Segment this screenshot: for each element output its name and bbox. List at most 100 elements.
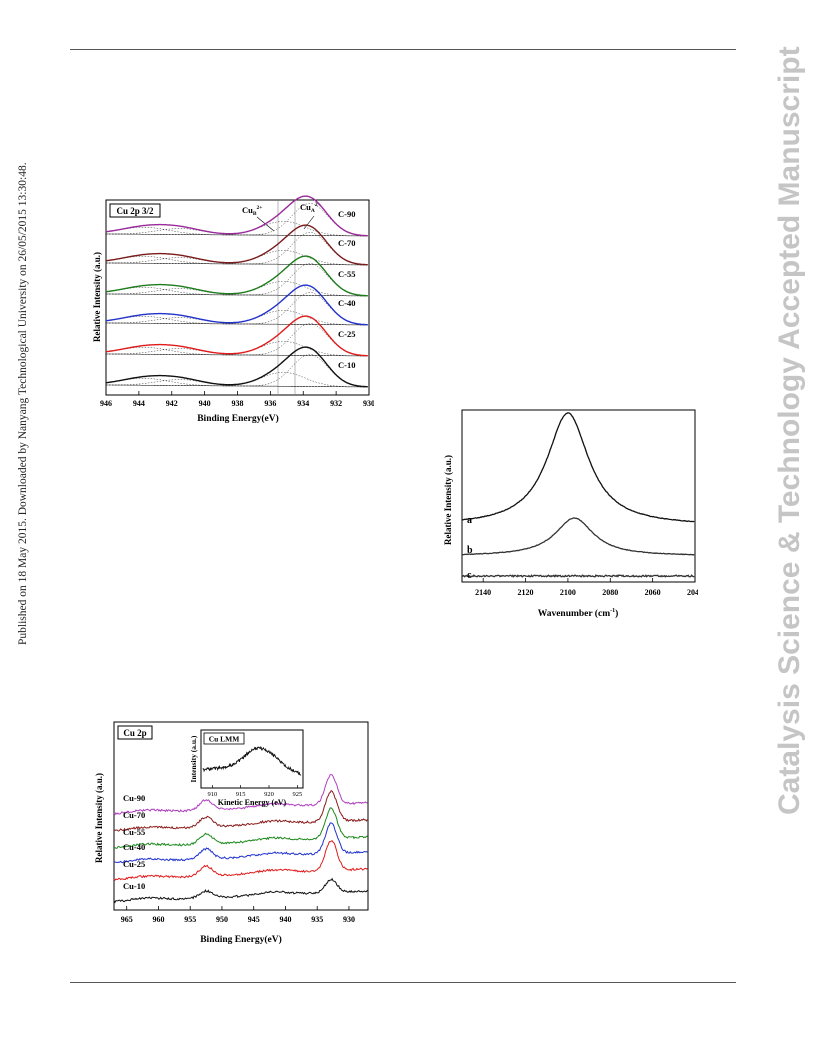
x-tick-label: 2120 <box>518 588 534 597</box>
inset-curve <box>202 746 302 776</box>
series-label: C-55 <box>338 269 355 279</box>
fit-component <box>106 232 368 265</box>
ir-chart: a b c 2140 2120 2100 2080 2060 2040 Relative In… <box>443 409 703 619</box>
series-label: C-25 <box>338 329 355 339</box>
spectrum-line <box>105 284 368 326</box>
x-tick-label: 934 <box>297 399 309 408</box>
series-label: a <box>467 515 472 526</box>
x-tick-label: 965 <box>121 915 133 924</box>
figure-cu2p: Cu 2p Cu-90 Cu-70 Cu-55 Cu-40 Cu-25 Cu-10 965… <box>93 718 371 948</box>
x-axis-label: Binding Energy(eV) <box>197 413 279 424</box>
spectrum-line <box>105 195 368 237</box>
x-tick-label: 955 <box>184 915 196 924</box>
spectrum-line <box>113 790 368 832</box>
spectrum-line <box>461 412 695 523</box>
spectrum-line <box>113 822 368 864</box>
x-tick-label: 935 <box>311 915 323 924</box>
series-label: Cu-10 <box>123 881 145 891</box>
spectrum-line <box>105 346 368 388</box>
cua-annotation: CuA2+ <box>300 202 321 214</box>
spectrum-line <box>461 517 695 556</box>
fit-component <box>106 292 368 325</box>
spectrum-line <box>105 255 368 297</box>
x-tick-label: 930 <box>363 399 374 408</box>
x-tick-label: 944 <box>133 399 145 408</box>
x-tick-label: 930 <box>343 915 355 924</box>
cu2p-curves <box>113 774 368 904</box>
cua-arrow <box>303 215 315 230</box>
x-tick-label: 2040 <box>687 588 698 597</box>
top-rule <box>70 49 736 50</box>
inset-x-tick-label: 910 <box>207 791 217 798</box>
inset-title: Cu LMM <box>209 735 240 744</box>
ir-series-labels: a b c <box>467 515 473 581</box>
spectrum-line <box>105 224 368 266</box>
x-tick-label: 940 <box>199 399 211 408</box>
journal-watermark: Catalysis Science & Technology Accepted … <box>773 46 806 815</box>
cu2p-series-labels: Cu-90 Cu-70 Cu-55 Cu-40 Cu-25 Cu-10 <box>123 793 145 891</box>
x-tick-label: 950 <box>216 915 228 924</box>
figure-ir: a b c 2140 2120 2100 2080 2060 2040 Relative In… <box>440 406 703 621</box>
cu2p32-curves <box>105 195 368 388</box>
figure-title-box <box>109 203 161 218</box>
cu2p32-chart: Cu 2p 3/2 CuB2+ CuA2+ C-90C-70C-55C-40C-… <box>92 195 375 424</box>
series-label: C-40 <box>338 298 355 308</box>
x-axis-label: Binding Energy(eV) <box>200 934 282 945</box>
plot-frame <box>113 721 369 911</box>
fit-component <box>106 354 368 387</box>
fit-component <box>105 256 368 266</box>
spectrum-line <box>461 574 695 578</box>
publication-notice: Published on 18 May 2015. Downloaded by … <box>17 162 29 645</box>
baseline <box>106 262 368 266</box>
x-tick-label: 946 <box>100 399 112 408</box>
cu2p32-series-labels: C-90 C-70 C-55 C-40 C-25 C-10 <box>338 209 355 370</box>
baseline <box>106 233 368 237</box>
series-label: Cu-90 <box>123 793 145 803</box>
series-label: C-10 <box>338 360 355 370</box>
figure-cu2p32: Cu 2p 3/2 CuB2+ CuA2+ C-90 C-70 C-55 C-40 C-… <box>92 195 375 427</box>
x-tick-label: 942 <box>166 399 178 408</box>
x-tick-label: 2140 <box>475 588 491 597</box>
figure-title: Cu 2p 3/2 <box>116 206 154 216</box>
series-label: Cu-25 <box>123 859 145 869</box>
y-axis-label: Relative Intensity (a.u.) <box>92 252 102 342</box>
fit-component <box>105 227 368 237</box>
ir-curves <box>461 412 695 578</box>
x-tick-label: 932 <box>330 399 342 408</box>
inset-x-tick-label: 920 <box>264 791 274 798</box>
cu2p-chart: Cu 2p Cu-90 Cu-70 Cu-55 Cu-40 Cu-25 Cu-10 965… <box>94 721 369 945</box>
x-tick-label: 945 <box>248 915 260 924</box>
x-tick-label: 960 <box>152 915 164 924</box>
x-tick-label: 2080 <box>602 588 618 597</box>
baseline <box>106 293 368 297</box>
spectrum-line <box>113 877 368 904</box>
plot-frame <box>461 409 696 583</box>
fit-component <box>106 203 368 236</box>
fit-component <box>105 316 368 326</box>
inset-x-label: Kinetic Energy (eV) <box>218 798 287 807</box>
cu2p32-x-ticks: 946 944 942 940 938 936 934 932 930 <box>100 391 375 408</box>
spectrum-line <box>113 840 368 881</box>
cu2p-x-ticks: 965 960 955 950 945 940 935 930 <box>121 906 355 924</box>
inset-title-box <box>203 732 245 745</box>
series-label: C-70 <box>338 238 355 248</box>
fit-component <box>105 378 368 388</box>
series-label: Cu-40 <box>123 842 145 852</box>
inset-x-ticks: 910 915 920 925 <box>207 785 302 798</box>
y-axis-label: Relative Intensity (a.u.) <box>443 455 453 545</box>
cub-annotation: CuB2+ <box>242 205 262 217</box>
inset-line <box>202 746 302 776</box>
series-label: b <box>467 545 473 556</box>
series-label: Cu-55 <box>123 827 145 837</box>
fit-component <box>105 347 368 357</box>
x-tick-label: 2060 <box>645 588 661 597</box>
series-label: c <box>467 570 472 581</box>
fit-component <box>105 287 368 297</box>
inset-y-label: Intensity (a.u.) <box>189 735 198 782</box>
x-tick-label: 938 <box>232 399 244 408</box>
series-label: Cu-70 <box>123 810 145 820</box>
x-tick-label: 940 <box>279 915 291 924</box>
spectrum-line <box>105 315 368 357</box>
baseline <box>106 353 368 357</box>
figure-title-box <box>117 725 153 740</box>
